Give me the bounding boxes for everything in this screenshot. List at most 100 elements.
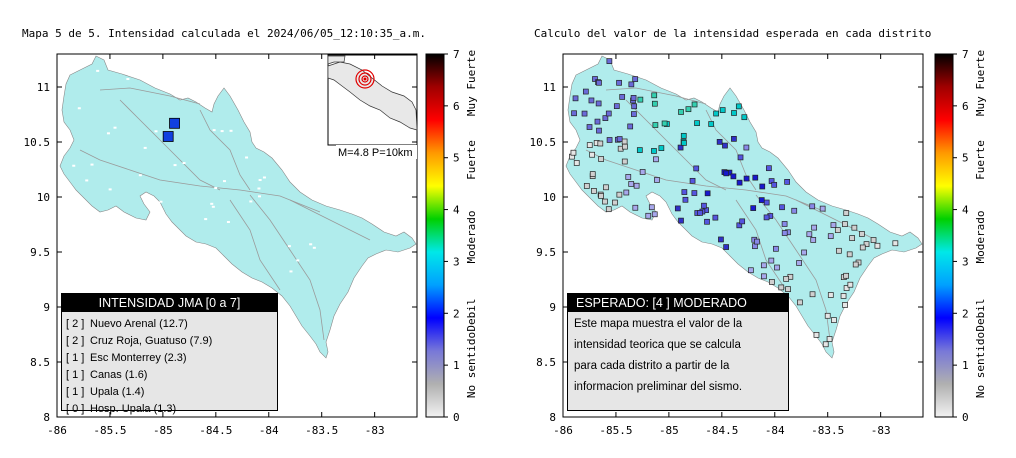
district-marker xyxy=(619,94,626,100)
district-marker xyxy=(701,202,707,209)
colorbar-tick-label: 2 xyxy=(962,307,969,320)
epicenter-marker xyxy=(355,69,375,89)
district-marker xyxy=(685,106,692,113)
colorbar-tick-label: 3 xyxy=(962,255,969,268)
district-marker xyxy=(639,169,646,175)
town-dot xyxy=(229,129,233,132)
district-marker xyxy=(631,103,638,110)
lat-tick-label: 8.5 xyxy=(536,356,556,369)
town-dot xyxy=(90,163,94,166)
district-marker xyxy=(586,124,593,130)
district-marker xyxy=(627,123,634,130)
town-dot xyxy=(204,218,208,221)
district-marker xyxy=(597,140,604,147)
district-marker xyxy=(704,190,711,197)
district-marker xyxy=(637,96,644,103)
district-marker xyxy=(768,257,775,264)
district-marker xyxy=(716,139,723,145)
colorbar-category-label: Moderado xyxy=(974,211,987,264)
district-marker xyxy=(572,95,579,102)
district-marker xyxy=(801,249,807,256)
jma-station-name: Cruz Roja, Guatuso (7.9) xyxy=(90,335,213,347)
jma-station-row: [ 1 ] Canas (1.6) xyxy=(62,367,277,384)
district-marker xyxy=(754,238,760,245)
lat-tick-label: 9 xyxy=(43,301,50,314)
district-markers xyxy=(569,58,899,348)
colorbar-tick-label: 1 xyxy=(962,359,969,372)
colorbar-category-label: Debil xyxy=(974,298,987,331)
town-dot xyxy=(159,200,163,203)
town-markers xyxy=(72,69,316,273)
expected-description-line: intensidad teorica que se calcula xyxy=(574,339,741,351)
left-map-title: Mapa 5 de 5. Intensidad calculada el 202… xyxy=(22,27,426,40)
district-marker xyxy=(661,120,668,127)
district-marker xyxy=(586,142,593,148)
district-marker xyxy=(834,227,841,233)
lon-tick-label: -85 xyxy=(153,424,173,437)
district-marker xyxy=(689,177,696,184)
district-marker xyxy=(596,79,602,86)
district-marker xyxy=(694,120,700,126)
colorbar-category-label: No sentido xyxy=(974,332,987,398)
district-marker xyxy=(603,184,609,191)
district-marker xyxy=(758,197,765,203)
district-marker xyxy=(677,144,684,151)
lon-tick-label: -85.5 xyxy=(599,424,632,437)
district-marker xyxy=(680,132,687,139)
town-dot xyxy=(182,162,186,165)
lat-tick-label: 8.5 xyxy=(30,356,50,369)
district-marker xyxy=(796,260,802,266)
town-dot xyxy=(222,180,226,183)
jma-station-level: [ 2 ] xyxy=(66,335,85,347)
district-marker xyxy=(813,332,820,338)
colorbar-category-label: No sentido xyxy=(465,332,478,398)
district-marker xyxy=(632,76,639,82)
lon-tick-label: -83.5 xyxy=(811,424,844,437)
district-marker xyxy=(653,156,659,163)
lat-tick-label: 8 xyxy=(549,411,556,424)
district-marker xyxy=(570,149,577,156)
district-marker xyxy=(591,188,597,194)
colorbar-gradient xyxy=(425,53,445,418)
right-map-title: Calculo del valor de la intensidad esper… xyxy=(534,27,932,40)
district-marker xyxy=(783,276,790,282)
district-marker xyxy=(859,231,865,237)
town-dot xyxy=(143,146,147,149)
jma-station-row: [ 1 ] Esc Monterrey (2.3) xyxy=(62,350,277,367)
district-marker xyxy=(769,279,775,285)
district-marker xyxy=(791,207,798,214)
town-dot xyxy=(106,132,110,135)
district-marker xyxy=(851,224,858,231)
jma-station-list: [ 2 ] Nuevo Arenal (12.7) [ 2 ] Cruz Roja, … xyxy=(62,312,277,418)
colorbar-tick-label: 5 xyxy=(962,152,969,165)
station-marker xyxy=(169,117,180,129)
lon-tick-label: -83.5 xyxy=(305,424,338,437)
district-marker xyxy=(763,199,770,206)
district-marker xyxy=(809,203,816,210)
district-marker xyxy=(606,137,613,143)
district-marker xyxy=(598,156,604,162)
jma-station-row: [ 2 ] Nuevo Arenal (12.7) xyxy=(62,316,277,333)
colorbar-ticks-right: 0 1 2 3 4 5 6 7 xyxy=(953,48,969,424)
lon-tick-label: -84 xyxy=(259,424,279,437)
lon-tick-label: -83 xyxy=(871,424,891,437)
expected-description: Este mapa muestra el valor de la intensid… xyxy=(568,312,788,400)
district-marker xyxy=(824,312,831,319)
colorbar-tick-label: 4 xyxy=(962,204,969,217)
district-marker xyxy=(739,218,746,225)
district-marker xyxy=(616,136,623,142)
district-marker xyxy=(771,181,778,188)
district-marker xyxy=(631,111,637,117)
district-marker xyxy=(774,264,780,271)
colorbar-tick-label: 7 xyxy=(453,48,460,61)
district-marker xyxy=(819,205,826,212)
expected-description-line: para cada distrito a partir de la xyxy=(574,360,730,372)
district-marker xyxy=(752,174,759,181)
expected-description-line: informacion preliminar del sismo. xyxy=(574,381,743,393)
district-marker xyxy=(623,189,630,196)
district-marker xyxy=(843,210,850,216)
district-marker xyxy=(602,198,608,205)
lon-tick-label: -86 xyxy=(47,424,67,437)
